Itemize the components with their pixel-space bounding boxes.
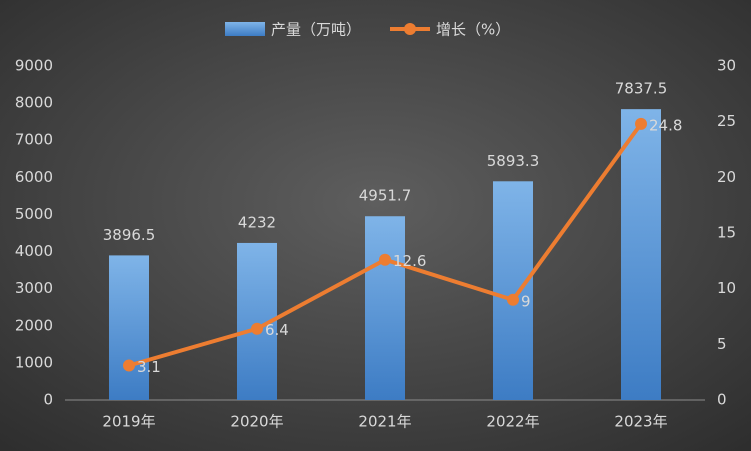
x-tick-label: 2019年 [102, 413, 155, 431]
line-marker [251, 322, 263, 335]
bar-value-label: 5893.3 [487, 152, 540, 170]
bar [109, 255, 149, 400]
x-tick-label: 2022年 [486, 413, 539, 431]
bar [493, 181, 533, 400]
line-marker [123, 359, 135, 372]
y-tick-label: 8000 [15, 94, 53, 112]
y-tick-label: 3000 [15, 279, 53, 297]
y2-tick-label: 20 [717, 168, 736, 186]
y-tick-label: 1000 [15, 353, 53, 371]
legend-label: 增长（%） [436, 21, 510, 39]
bar [365, 216, 405, 400]
line-marker [635, 117, 647, 130]
y2-tick-label: 25 [717, 112, 736, 130]
y-tick-label: 2000 [15, 316, 53, 334]
y2-tick-label: 10 [717, 279, 736, 297]
line-value-label: 24.8 [649, 116, 682, 134]
bar-value-label: 7837.5 [615, 80, 668, 98]
y-tick-label: 6000 [15, 168, 53, 186]
y-tick-label: 4000 [15, 242, 53, 260]
line-value-label: 3.1 [137, 358, 161, 376]
line-value-label: 6.4 [265, 321, 289, 339]
y2-tick-label: 15 [717, 224, 736, 242]
y2-tick-label: 30 [717, 57, 736, 75]
line-marker [507, 293, 519, 306]
x-tick-label: 2023年 [614, 413, 667, 431]
x-tick-label: 2020年 [230, 413, 283, 431]
y2-tick-label: 5 [717, 335, 727, 353]
line-value-label: 12.6 [393, 252, 426, 270]
y-tick-label: 0 [43, 391, 53, 409]
bar-value-label: 4951.7 [359, 187, 412, 205]
bar-value-label: 4232 [238, 213, 276, 231]
y-tick-label: 9000 [15, 57, 53, 75]
y2-tick-label: 0 [717, 391, 727, 409]
y-tick-label: 5000 [15, 205, 53, 223]
x-tick-label: 2021年 [358, 413, 411, 431]
line-marker [379, 253, 391, 266]
bar-value-label: 3896.5 [103, 226, 156, 244]
bar [621, 109, 661, 401]
y-tick-label: 7000 [15, 131, 53, 149]
legend-swatch-marker [404, 23, 416, 35]
legend-swatch [225, 22, 265, 36]
legend-label: 产量（万吨） [271, 21, 361, 39]
line-value-label: 9 [521, 292, 531, 310]
